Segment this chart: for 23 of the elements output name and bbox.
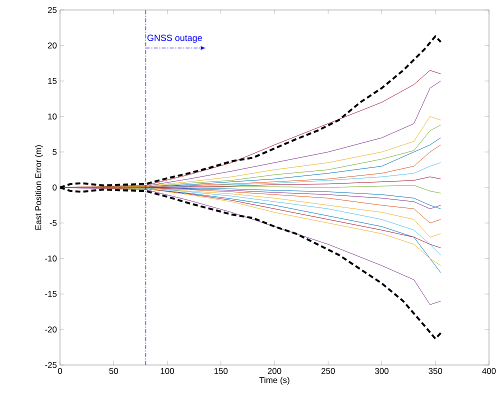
x-tick-label: 250 bbox=[321, 368, 335, 374]
y-tick-label: 20 bbox=[48, 42, 57, 48]
y-axis-title: East Position Error (m) bbox=[34, 145, 43, 230]
x-tick-label: 50 bbox=[109, 368, 118, 374]
y-tick-label: -15 bbox=[45, 291, 57, 297]
y-tick-label: 0 bbox=[52, 184, 57, 190]
x-tick-label: 0 bbox=[58, 368, 62, 374]
y-tick-label: 10 bbox=[48, 114, 57, 120]
y-tick-label: -10 bbox=[45, 256, 57, 262]
x-tick-label: 150 bbox=[214, 368, 228, 374]
x-tick-label: 350 bbox=[428, 368, 442, 374]
y-tick-label: 25 bbox=[48, 7, 57, 13]
x-tick-label: 300 bbox=[375, 368, 388, 374]
y-tick-label: -25 bbox=[45, 362, 57, 368]
y-tick-label: -20 bbox=[45, 326, 57, 332]
y-tick-label: -5 bbox=[50, 220, 57, 226]
x-axis-title: Time (s) bbox=[259, 376, 290, 385]
x-tick-label: 100 bbox=[160, 368, 174, 374]
x-tick-label: 400 bbox=[482, 368, 496, 374]
y-tick-label: 5 bbox=[52, 149, 57, 155]
x-tick-label: 200 bbox=[268, 368, 282, 374]
y-tick-label: 15 bbox=[48, 78, 57, 84]
ref-line-label: GNSS outage bbox=[147, 34, 202, 43]
